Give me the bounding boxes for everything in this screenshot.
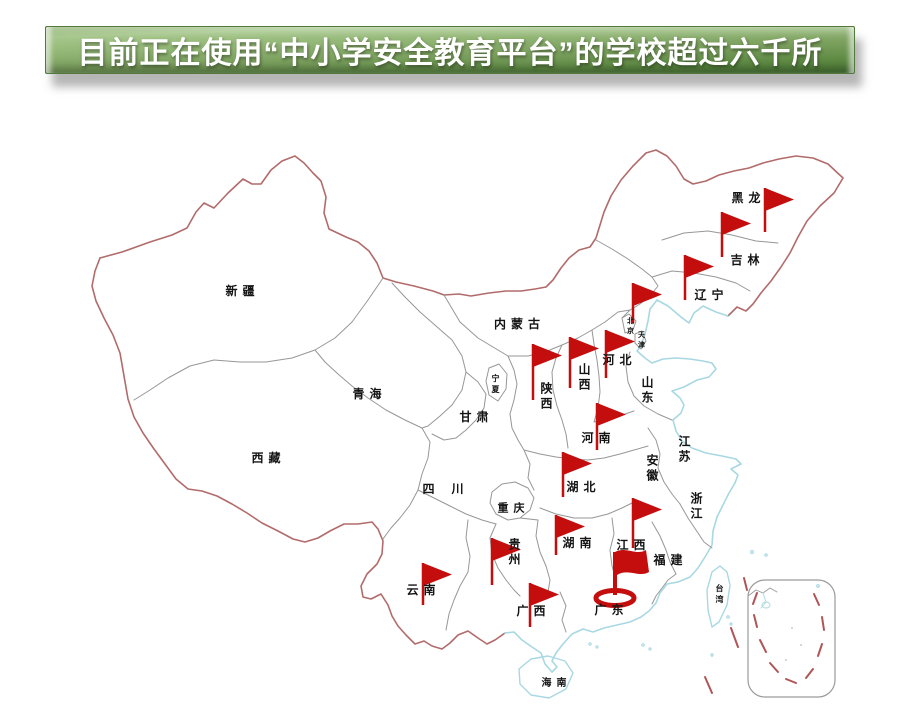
flag-yunnan [421,563,452,605]
flag-jilin [720,212,751,257]
flag-guangdong [593,550,649,608]
nine-dash-line [752,592,825,684]
flag-liaoning [683,255,714,300]
coastline [504,299,742,673]
flag-hebei [604,330,635,378]
title-banner: 目前正在使用“中小学安全教育平台”的学校超过六千所 [45,26,855,74]
flag-guizhou [490,538,521,585]
banner-text: 目前正在使用“中小学安全教育平台”的学校超过六千所 [77,37,823,70]
hainan-island [518,655,574,699]
flag-guangxi [528,583,559,627]
outline-north-land-border [99,149,844,317]
province-borders [133,230,779,633]
taiwan-island [706,565,731,628]
flag-neimenggu [631,283,662,323]
dash-segments [704,577,748,694]
flag-hubei [561,452,592,497]
small-islands [588,550,768,657]
flag-heilongjiang [763,188,794,232]
flag-shaanxi [531,344,562,400]
flag-shanxi [568,337,599,388]
south-china-sea-inset [747,579,836,698]
outline-south-west-land-border [91,257,506,650]
flag-hunan [554,515,585,555]
flag-henan [595,403,626,450]
flag-layer [421,188,794,627]
flag-jiangxi [631,498,662,548]
